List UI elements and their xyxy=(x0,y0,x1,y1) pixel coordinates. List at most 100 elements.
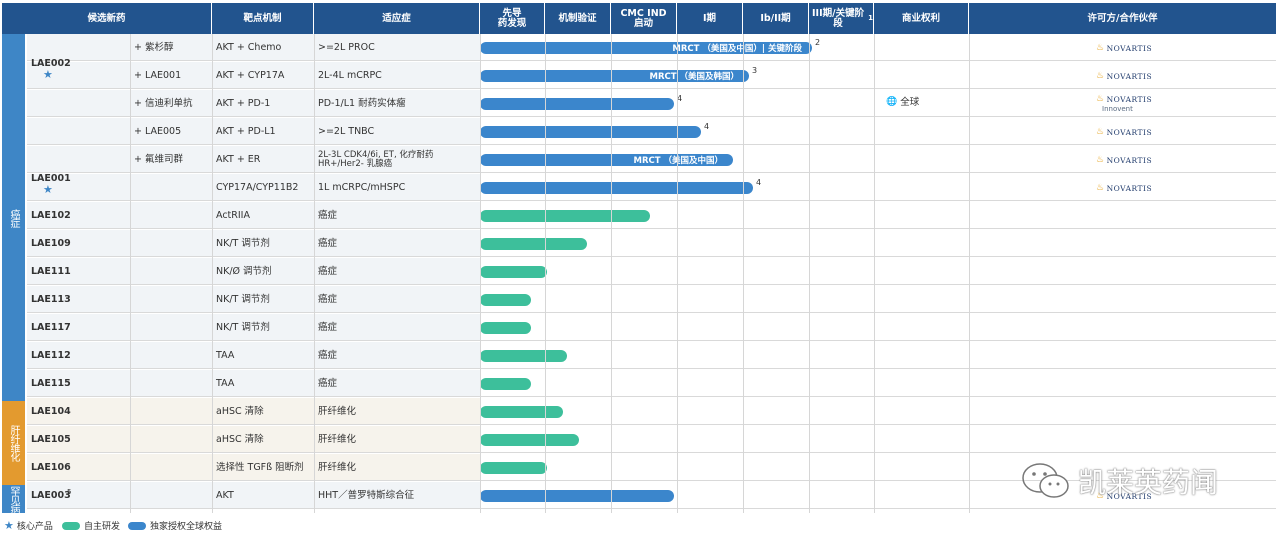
indication: 肝纤维化 xyxy=(318,462,357,474)
category-fibrosis: 肝纤维化 xyxy=(2,401,25,485)
progress-bar xyxy=(480,238,587,250)
grid-line xyxy=(611,34,612,513)
target: TAA xyxy=(216,350,235,362)
progress-bar xyxy=(480,182,753,194)
progress-bar: MRCT （美国及韩国） xyxy=(480,70,749,82)
globe-icon: 🌐 xyxy=(886,97,898,108)
progress-bar xyxy=(480,210,650,222)
legend-licensed: 独家授权全球权益 xyxy=(128,519,222,532)
table-row xyxy=(27,426,480,453)
progress-bar xyxy=(480,322,531,334)
grid-line xyxy=(212,34,213,513)
bar-footnote: 3 xyxy=(752,66,758,75)
indication: PD-1/L1 耐药实体瘤 xyxy=(318,98,406,110)
combo: + LAE005 xyxy=(134,126,182,138)
core-star-icon: ★ xyxy=(43,68,53,82)
header-cmc-ind: CMC IND 启动 xyxy=(611,3,677,34)
indication: 2L-4L mCRPC xyxy=(318,70,382,82)
table-row xyxy=(27,398,480,425)
table-row xyxy=(27,454,480,481)
target: AKT xyxy=(216,490,234,502)
grid-line xyxy=(545,34,546,513)
progress-bar xyxy=(480,98,674,110)
target: TAA xyxy=(216,378,235,390)
progress-bar xyxy=(480,434,579,446)
novartis-flame-icon: ♨ xyxy=(1096,71,1105,81)
grid-line xyxy=(480,34,481,513)
novartis-flame-icon: ♨ xyxy=(1096,183,1105,193)
combo: + 紫杉醇 xyxy=(134,42,174,54)
legend-self: 自主研发 xyxy=(62,519,120,532)
drug-name: LAE115 xyxy=(31,378,71,390)
target: NK/T 调节剂 xyxy=(216,238,270,250)
novartis-flame-icon: ♨ xyxy=(1096,43,1105,53)
partner-name: NOVARTIS xyxy=(1106,71,1153,81)
drug-name: LAE102 xyxy=(31,210,71,222)
table-row-stage xyxy=(480,398,1276,425)
table-row xyxy=(27,230,480,257)
bar-footnote: 4 xyxy=(756,178,762,187)
drug-name: LAE104 xyxy=(31,406,71,418)
target: 选择性 TGFß 阻断剂 xyxy=(216,462,304,474)
drug-sup: 5 xyxy=(67,488,72,496)
target: CYP17A/CYP11B2 xyxy=(216,182,299,194)
progress-bar xyxy=(480,490,674,502)
table-row-stage xyxy=(480,286,1276,313)
grid-line xyxy=(809,34,810,513)
indication: >=2L TNBC xyxy=(318,126,375,138)
progress-bar xyxy=(480,266,547,278)
progress-bar xyxy=(480,378,531,390)
table-row xyxy=(27,118,480,145)
combo: + 氟维司群 xyxy=(134,154,183,166)
target: NK/Ø 调节剂 xyxy=(216,266,272,278)
partner-name: NOVARTIS xyxy=(1106,155,1153,165)
drug-name: LAE111 xyxy=(31,266,71,278)
indication: 癌症 xyxy=(318,210,338,222)
indication: 癌症 xyxy=(318,322,338,334)
header-phase1: I期 xyxy=(677,3,743,34)
novartis-flame-icon: ♨ xyxy=(1096,491,1105,501)
group-lae001: LAE001 ★ xyxy=(31,173,71,197)
grid-line xyxy=(874,34,875,513)
target: NK/T 调节剂 xyxy=(216,294,270,306)
table-row xyxy=(27,342,480,369)
bar-footnote: 4 xyxy=(704,122,710,131)
partner-logo: ♨ NOVARTIS xyxy=(1096,43,1152,53)
novartis-flame-icon: ♨ xyxy=(1096,127,1105,137)
partner-name: NOVARTIS xyxy=(1106,127,1153,137)
drug-name: LAE112 xyxy=(31,350,71,362)
header-phase1b2: Ib/II期 xyxy=(743,3,809,34)
drug-name: LAE003 xyxy=(31,490,71,502)
grid-line xyxy=(743,34,744,513)
legend-core: ★ 核心产品 xyxy=(4,519,53,532)
grid-line xyxy=(130,34,131,513)
combo: + LAE001 xyxy=(134,70,182,82)
drug-name: LAE109 xyxy=(31,238,71,250)
grid-line xyxy=(969,34,970,513)
partner-logo: ♨ NOVARTIS xyxy=(1096,94,1152,104)
header-discovery: 先导 药发现 xyxy=(480,3,545,34)
table-row xyxy=(27,174,480,201)
header-commercial: 商业权利 xyxy=(874,3,969,34)
novartis-flame-icon: ♨ xyxy=(1096,94,1105,104)
table-row xyxy=(27,146,480,173)
table-row xyxy=(27,258,480,285)
table-row xyxy=(27,370,480,397)
progress-bar xyxy=(480,294,531,306)
progress-bar xyxy=(480,126,701,138)
table-row xyxy=(27,90,480,117)
target: aHSC 清除 xyxy=(216,434,264,446)
target: AKT + CYP17A xyxy=(216,70,285,82)
table-row-stage xyxy=(480,342,1276,369)
group-lae002: LAE002 ★ xyxy=(31,58,71,82)
header-phase3: III期/关键阶段 1 xyxy=(809,3,874,34)
indication: HHT／普罗特斯综合征 xyxy=(318,490,415,502)
green-swatch xyxy=(62,521,80,530)
indication: 2L-3L CDK4/6i, ET, 化疗耐药 HR+/Her2- 乳腺癌 xyxy=(318,150,434,169)
table-row xyxy=(27,286,480,313)
drug-name: LAE117 xyxy=(31,322,71,334)
progress-bar xyxy=(480,350,567,362)
partner-name: NOVARTIS xyxy=(1106,183,1153,193)
partner-name: NOVARTIS xyxy=(1106,43,1153,53)
indication: 癌症 xyxy=(318,266,338,278)
